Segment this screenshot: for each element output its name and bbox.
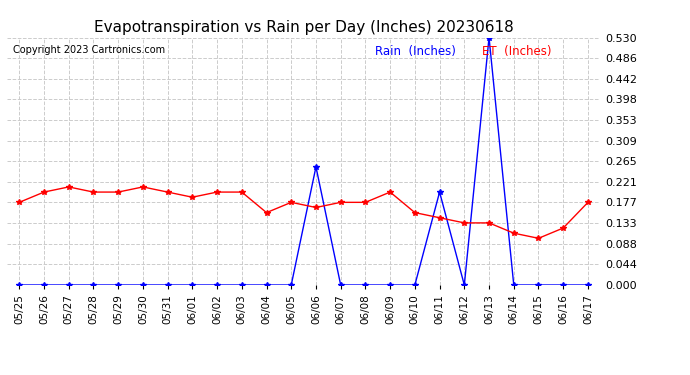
Title: Evapotranspiration vs Rain per Day (Inches) 20230618: Evapotranspiration vs Rain per Day (Inch… bbox=[94, 20, 513, 35]
Text: Rain  (Inches): Rain (Inches) bbox=[375, 45, 455, 58]
Text: Copyright 2023 Cartronics.com: Copyright 2023 Cartronics.com bbox=[13, 45, 165, 55]
Text: ET  (Inches): ET (Inches) bbox=[482, 45, 551, 58]
